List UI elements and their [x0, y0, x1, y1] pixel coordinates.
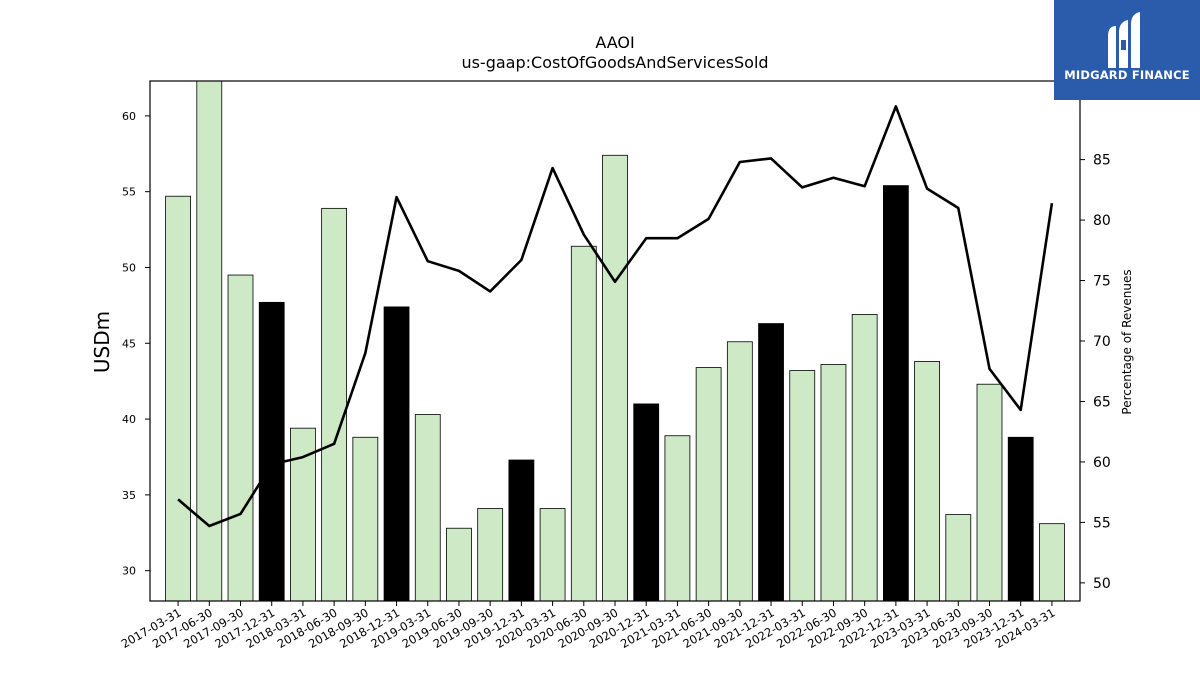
bar-2017-12-31 — [258, 301, 285, 602]
y-tick-label-35: 35 — [122, 489, 136, 502]
bar-2023-06-30 — [945, 514, 972, 602]
line-layer — [177, 105, 1054, 528]
bar-2022-12-31 — [882, 185, 909, 602]
y-tick-label-30: 30 — [122, 565, 136, 578]
bar-2022-06-30 — [820, 364, 847, 602]
bar-2023-03-31 — [914, 361, 940, 602]
y2-tick-label-65: 65 — [1093, 394, 1111, 410]
y2-tick-label-75: 75 — [1093, 274, 1111, 290]
bar-2022-09-30 — [851, 314, 878, 602]
chart-subtitle: us-gaap:CostOfGoodsAndServicesSold — [461, 53, 768, 72]
y2-tick-label-70: 70 — [1093, 334, 1111, 350]
bar-2018-09-30 — [352, 436, 379, 602]
bars-layer — [165, 80, 1065, 602]
y-tick-label-60: 60 — [122, 110, 136, 123]
bar-2023-12-31 — [1007, 436, 1034, 602]
y2-axis-label: Percentage of Revenues — [1120, 269, 1134, 414]
bar-2019-06-30 — [446, 527, 472, 602]
bar-2020-12-31 — [633, 403, 660, 602]
bar-2020-09-30 — [602, 154, 628, 602]
y2-tick-label-55: 55 — [1093, 515, 1111, 531]
bar-2021-12-31 — [758, 323, 784, 602]
bar-2020-03-31 — [539, 508, 566, 602]
bar-2024-03-31 — [1039, 523, 1065, 602]
y-axis-right: 50 55 60 65 70 75 80 85 — [1080, 153, 1111, 592]
bar-2017-03-31 — [165, 195, 191, 602]
bar-2023-09-30 — [976, 383, 1003, 602]
y2-tick-label-50: 50 — [1093, 576, 1111, 592]
y-axis-label: USDm — [90, 311, 114, 373]
y-tick-label-55: 55 — [122, 186, 136, 199]
bar-2019-03-31 — [414, 414, 441, 602]
bar-2019-12-31 — [508, 459, 535, 602]
midgard-logo-icon — [1108, 12, 1140, 68]
logo-text: MIDGARD FINANCE — [1064, 68, 1190, 82]
x-axis: 2017-03-312017-06-302017-09-302017-12-31… — [119, 601, 1057, 651]
percentage-line — [177, 105, 1054, 528]
logo: MIDGARD FINANCE — [1054, 0, 1200, 100]
chart-title: AAOI — [595, 33, 634, 52]
y2-tick-label-85: 85 — [1093, 153, 1111, 169]
bar-2017-06-30 — [196, 80, 223, 602]
y-tick-label-40: 40 — [122, 413, 136, 426]
bar-2021-09-30 — [726, 341, 753, 602]
y-tick-label-45: 45 — [122, 337, 136, 350]
y2-tick-label-80: 80 — [1093, 213, 1111, 229]
bar-2022-03-31 — [789, 370, 816, 602]
bar-2021-03-31 — [664, 435, 691, 602]
y-tick-label-50: 50 — [122, 261, 136, 274]
bar-2020-06-30 — [570, 245, 597, 602]
y-axis-left: 30 35 40 45 50 55 60 — [122, 110, 150, 578]
bar-2018-06-30 — [321, 207, 348, 602]
bar-2021-06-30 — [695, 367, 722, 602]
bar-2018-12-31 — [383, 306, 410, 602]
y2-tick-label-60: 60 — [1093, 455, 1111, 471]
bar-2019-09-30 — [477, 508, 504, 602]
bar-2017-09-30 — [227, 274, 254, 602]
